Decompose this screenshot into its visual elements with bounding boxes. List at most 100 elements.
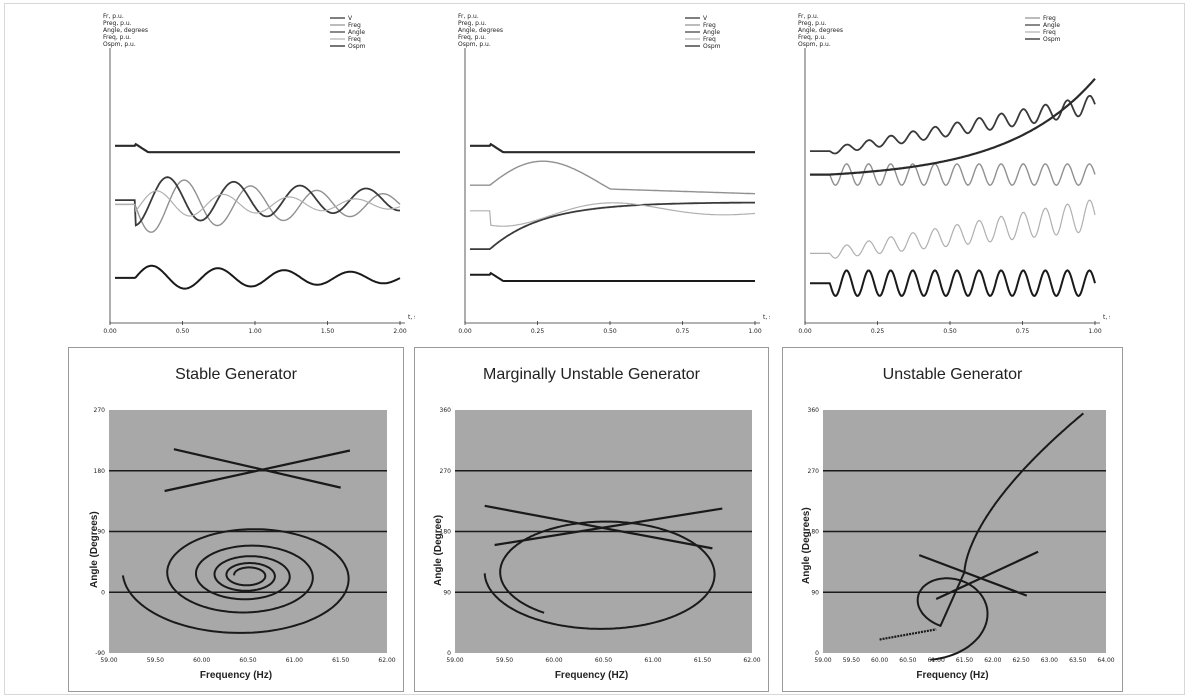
legend-text: Ospm, p.u. [798,41,831,48]
x-tick-label: 59.50 [496,657,513,664]
x-tick-label: 0.25 [531,328,545,335]
y-tick-label: 90 [811,589,819,596]
series-line-freg [470,160,755,195]
series-line-angle [470,201,755,250]
phase-plot: 0 90 180 270 360 59.00 59.50 60.00 60.50 61.00 61.… [808,407,1115,664]
x-tick-label: 0.00 [103,328,117,335]
y-tick-label: 180 [440,529,452,536]
legend-text: Ospm, p.u. [458,41,491,48]
legend-text: Preg, p.u. [103,20,132,27]
legend-text: Angle, degrees [798,27,843,34]
x-tick-label: 60.50 [595,657,612,664]
trajectory-curve [121,528,350,634]
phase-plot: -90 0 90 180 270 59.00 59.50 60.00 60.50 61.00 61.… [94,407,396,664]
x-tick-label: 62.50 [1013,657,1030,664]
time-series-panel-stable: Fr, p.u. Preg, p.u. Angle, degrees Freq, p.… [85,8,415,343]
legend-text: Fr, p.u. [798,13,819,20]
x-tick-label: 0.00 [458,328,472,335]
x-tick-label: 59.50 [843,657,860,664]
x-tick-label: 59.00 [446,657,463,664]
series-line-freg [115,179,401,233]
crossing-line [164,449,351,493]
x-unit-label: t, s [763,314,770,321]
legend-entry: V [703,15,708,22]
y-tick-label: 90 [443,589,451,596]
legend-entry: Freq [348,36,361,43]
x-tick-label: 59.00 [814,657,831,664]
x-unit-label: t, s [408,314,415,321]
figure-frame [4,3,1185,695]
crossing-line [494,507,723,547]
x-tick-label: 63.00 [1041,657,1058,664]
phase-plane-stable: Stable Generator Angle (Degrees) -90 0 90 1… [68,347,404,692]
x-tick-label: 0.50 [943,328,957,335]
legend-text: Fr, p.u. [103,13,124,20]
x-tick-label: 1.00 [1088,328,1102,335]
phase-plot: 0 90 180 270 360 59.00 59.50 60.00 60.50 61.00 61.… [440,407,761,664]
x-axis-label: Frequency (HZ) [554,670,629,681]
x-tick-label: 0.75 [1016,328,1030,335]
y-tick-label: 180 [808,529,820,536]
legend-entry: Freg [1043,15,1056,22]
x-tick-label: 2.00 [393,328,407,335]
time-series-panel-unstable: Fr, p.u. Preg, p.u. Angle, degrees Freq, p.… [780,8,1110,343]
x-tick-label: 63.50 [1069,657,1086,664]
chart-title: Stable Generator [175,366,297,383]
legend-entry: Ospm [703,43,721,50]
crossing-line [484,504,713,550]
x-unit-label: t, s [1103,314,1110,321]
x-tick-label: 62.00 [984,657,1001,664]
y-tick-label: 0 [447,650,451,657]
y-tick-label: 0 [815,650,819,657]
legend-entry: Freq [1043,29,1056,36]
x-axis-label: Frequency (Hz) [916,670,989,681]
legend-entry: Angle [703,29,720,36]
x-tick-label: 61.50 [332,657,349,664]
series-line-ospm [810,269,1096,298]
series-line-ospm [470,271,755,282]
x-tick-label: 59.50 [147,657,164,664]
y-tick-label: 270 [94,407,106,414]
x-tick-label: 0.00 [798,328,812,335]
y-tick-label: 0 [101,589,105,596]
x-tick-label: 62.00 [743,657,760,664]
series-line-freg [810,163,1096,186]
legend-entry: Ospm [348,43,366,50]
x-tick-label: 61.50 [694,657,711,664]
x-tick-label: 60.50 [239,657,256,664]
legend-entry: Freq [703,36,716,43]
chart-title: Marginally Unstable Generator [483,366,700,383]
series-line-freq [115,190,401,217]
y-tick-label: 360 [808,407,820,414]
legend-entry: Freg [703,22,716,29]
legend-text: Preg, p.u. [458,20,487,27]
legend-text: Freq, p.u. [103,34,131,41]
trajectory-curve [916,412,1084,661]
trajectory-tail [879,628,937,641]
legend-text: Angle, degrees [103,27,148,34]
legend-text: Preg, p.u. [798,20,827,27]
series-line-v [810,77,1096,176]
x-tick-label: 61.00 [286,657,303,664]
series-line-v [115,142,400,154]
x-tick-label: 61.00 [928,657,945,664]
trajectory-curve [483,520,716,630]
x-tick-label: 0.50 [603,328,617,335]
x-tick-label: 61.50 [956,657,973,664]
legend-text: Angle, degrees [458,27,503,34]
x-tick-label: 64.00 [1097,657,1114,664]
legend-text: Freq, p.u. [458,34,486,41]
legend-entry: Angle [348,29,365,36]
phase-plane-marginal: Marginally Unstable Generator Angle (Deg… [414,347,769,692]
x-tick-label: 60.00 [193,657,210,664]
crossing-line [935,550,1039,600]
phase-plane-unstable: Unstable Generator Angle (Degrees) 0 90 18… [782,347,1123,692]
crossing-line [173,448,341,489]
x-tick-label: 62.00 [378,657,395,664]
series-line-ospm [115,264,401,290]
legend-text: Fr, p.u. [458,13,479,20]
crossing-line [918,554,1028,597]
